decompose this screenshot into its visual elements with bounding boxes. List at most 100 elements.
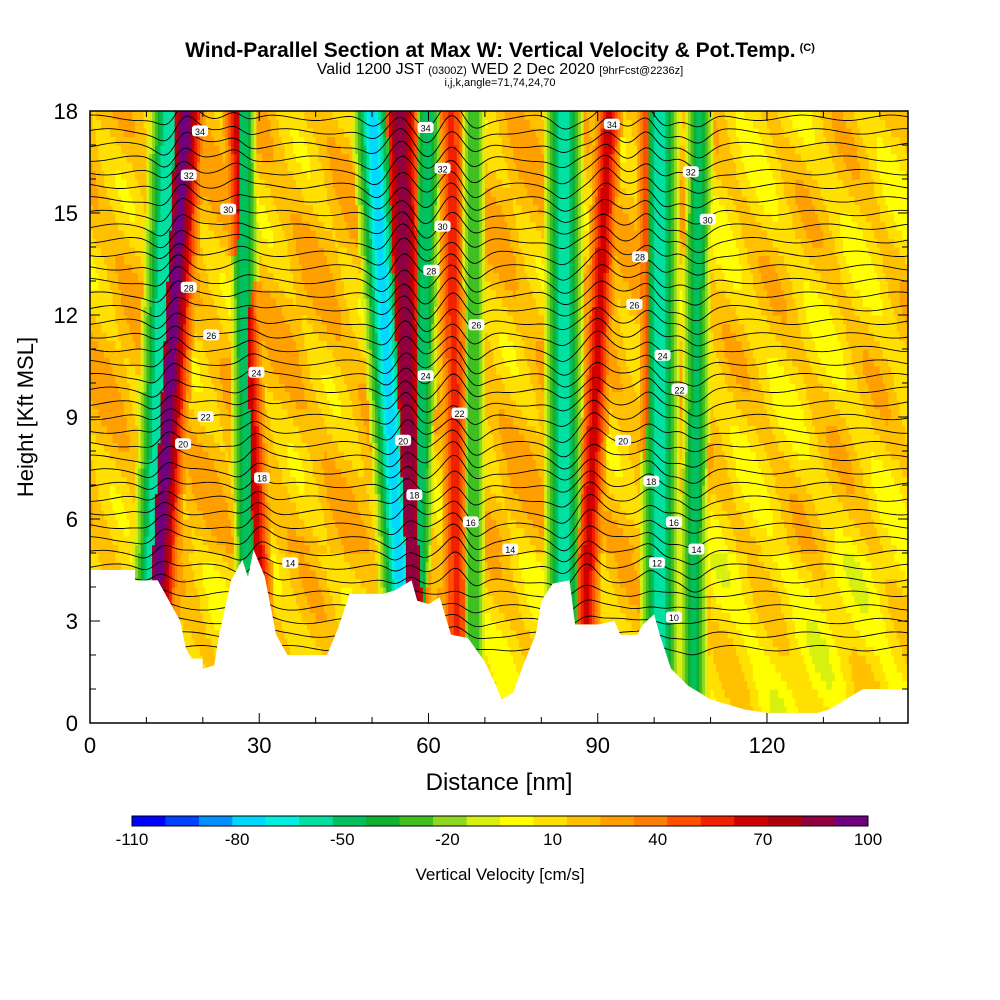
field-cell bbox=[293, 655, 308, 665]
field-cell bbox=[166, 536, 170, 546]
field-cell bbox=[414, 434, 418, 444]
field-cell bbox=[191, 366, 201, 376]
field-cell bbox=[654, 434, 667, 444]
field-cell bbox=[318, 663, 334, 673]
field-cell bbox=[642, 587, 647, 597]
field-cell bbox=[515, 663, 525, 673]
field-cell bbox=[583, 425, 588, 435]
field-cell bbox=[642, 595, 647, 605]
field-cell bbox=[332, 408, 342, 418]
field-cell bbox=[200, 366, 210, 376]
field-cell bbox=[121, 561, 133, 571]
field-cell bbox=[349, 391, 359, 401]
field-cell bbox=[651, 408, 655, 418]
field-cell bbox=[874, 400, 889, 410]
field-cell bbox=[679, 425, 683, 435]
field-cell bbox=[468, 715, 480, 724]
field-cell bbox=[555, 527, 559, 537]
field-cell bbox=[250, 502, 260, 512]
field-cell bbox=[851, 706, 861, 713]
field-cell bbox=[394, 595, 399, 605]
field-cell bbox=[699, 476, 703, 486]
field-cell bbox=[555, 646, 559, 656]
field-cell bbox=[572, 655, 576, 665]
field-cell bbox=[166, 519, 170, 529]
field-cell bbox=[699, 621, 703, 631]
field-cell bbox=[600, 604, 621, 614]
field-cell bbox=[685, 697, 689, 707]
field-cell bbox=[168, 689, 173, 699]
field-cell bbox=[372, 391, 376, 401]
field-cell bbox=[764, 561, 779, 571]
field-cell bbox=[425, 612, 430, 622]
field-cell bbox=[222, 485, 232, 495]
field-cell bbox=[301, 697, 311, 707]
field-cell bbox=[490, 663, 517, 673]
field-cell bbox=[634, 561, 641, 571]
field-cell bbox=[233, 417, 238, 427]
field-cell bbox=[789, 459, 824, 469]
field-cell bbox=[281, 689, 291, 699]
field-cell bbox=[710, 468, 729, 478]
field-cell bbox=[814, 595, 844, 605]
field-cell bbox=[445, 459, 449, 469]
field-cell bbox=[594, 595, 599, 605]
field-cell bbox=[236, 544, 241, 554]
field-cell bbox=[721, 502, 737, 512]
field-cell bbox=[555, 561, 559, 571]
field-cell bbox=[459, 689, 466, 699]
field-cell bbox=[425, 689, 430, 699]
field-cell bbox=[685, 536, 689, 546]
field-cell bbox=[405, 527, 415, 537]
field-cell bbox=[386, 595, 390, 605]
field-cell bbox=[577, 510, 582, 520]
field-cell bbox=[231, 468, 235, 478]
field-cell bbox=[374, 425, 379, 435]
field-cell bbox=[146, 612, 153, 622]
field-cell bbox=[135, 485, 139, 495]
field-cell bbox=[388, 587, 393, 597]
field-cell bbox=[152, 374, 156, 384]
field-cell bbox=[397, 587, 404, 597]
field-cell bbox=[231, 519, 235, 529]
field-cell bbox=[843, 672, 853, 682]
field-cell bbox=[304, 553, 320, 563]
field-cell bbox=[704, 706, 709, 713]
field-cell bbox=[239, 459, 243, 469]
field-cell bbox=[572, 434, 576, 444]
field-cell bbox=[171, 697, 176, 707]
field-cell bbox=[713, 689, 726, 699]
field-cell bbox=[425, 519, 430, 529]
field-cell bbox=[152, 621, 156, 631]
field-cell bbox=[891, 612, 908, 622]
field-cell bbox=[673, 706, 678, 713]
field-cell bbox=[459, 672, 466, 682]
field-cell bbox=[546, 663, 551, 673]
field-cell bbox=[812, 527, 824, 537]
field-cell bbox=[753, 715, 765, 724]
field-cell bbox=[603, 485, 607, 495]
field-cell bbox=[592, 706, 596, 713]
field-cell bbox=[575, 383, 579, 393]
field-cell bbox=[854, 442, 887, 452]
field-cell bbox=[434, 485, 441, 495]
field-cell bbox=[513, 655, 525, 665]
field-cell bbox=[482, 604, 486, 614]
field-cell bbox=[594, 527, 599, 537]
field-cell bbox=[403, 502, 415, 512]
field-cell bbox=[417, 578, 421, 588]
field-cell bbox=[163, 527, 170, 537]
field-cell bbox=[434, 383, 438, 393]
field-cell bbox=[431, 570, 444, 580]
field-cell bbox=[806, 629, 822, 639]
field-cell bbox=[679, 442, 683, 452]
field-cell bbox=[143, 561, 148, 571]
field-cell bbox=[600, 612, 627, 622]
field-cell bbox=[391, 400, 399, 410]
field-cell bbox=[343, 553, 376, 563]
field-cell bbox=[713, 459, 729, 469]
field-cell bbox=[569, 442, 573, 452]
field-cell bbox=[530, 689, 542, 699]
field-cell bbox=[140, 570, 145, 580]
field-cell bbox=[208, 366, 221, 376]
